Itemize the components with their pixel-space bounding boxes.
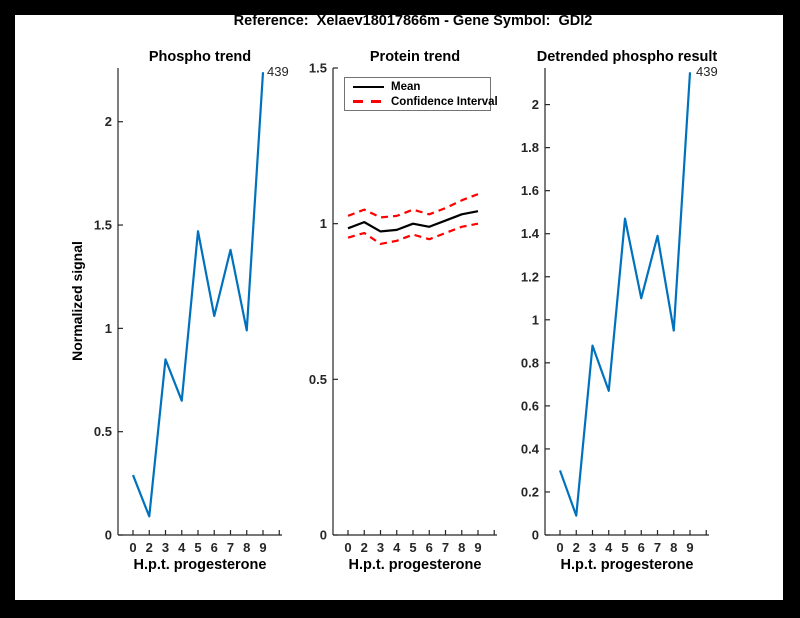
x-tick-label: 3 — [589, 540, 596, 555]
x-tick-label: 9 — [474, 540, 481, 555]
legend-label-mean: Mean — [391, 80, 421, 93]
y-tick-label: 0.6 — [521, 398, 539, 413]
detrended-phospho-signal-line — [558, 72, 692, 517]
figure-title: Reference: Xelaev18017866m - Gene Symbol… — [233, 13, 593, 29]
subplot-3: 00.20.40.60.811.21.41.61.820 2 3 4 5 6 7 8 9 — [521, 68, 709, 555]
x-tick-label: 9 — [686, 540, 693, 555]
x-tick-label: 3 — [377, 540, 384, 555]
legend-box: Mean Confidence Interval — [344, 77, 498, 111]
subplot-1: 00.511.520 2 3 4 5 6 7 8 9 — [94, 68, 282, 555]
y-tick-label: 1.5 — [94, 218, 112, 233]
y-tick-label: 1.2 — [521, 269, 539, 284]
x-tick-label: 7 — [654, 540, 661, 555]
x-tick-label: 0 — [556, 540, 563, 555]
x-tick-label: 0 — [344, 540, 351, 555]
confidence-interval-lower-line — [347, 222, 479, 246]
x-tick-label: 6 — [211, 540, 218, 555]
x-tick-label: 8 — [243, 540, 250, 555]
mean-line-sample — [353, 85, 384, 88]
x-tick-label: 8 — [670, 540, 677, 555]
x-tick-label: 4 — [605, 540, 613, 555]
x-tick-label: 4 — [178, 540, 186, 555]
subplot3-peak-annotation: 439 — [696, 64, 718, 79]
x-tick-label: 7 — [442, 540, 449, 555]
y-axis-label: Normalized signal — [69, 241, 85, 361]
y-tick-label: 1.4 — [521, 226, 540, 241]
subplot-2: 00.511.50 2 3 4 5 6 7 8 9 — [309, 61, 497, 555]
x-tick-label: 2 — [146, 540, 153, 555]
legend-label-confidence-interval: Confidence Interval — [391, 95, 498, 108]
confidence-interval-line-sample — [353, 100, 384, 103]
subplot2-title: Protein trend — [369, 49, 461, 65]
x-tick-label: 2 — [573, 540, 580, 555]
y-tick-label: 2 — [532, 97, 539, 112]
x-tick-label: 6 — [638, 540, 645, 555]
y-tick-label: 1 — [320, 216, 327, 231]
y-tick-label: 1.6 — [521, 183, 539, 198]
x-tick-label: 3 — [162, 540, 169, 555]
x-tick-label: 6 — [426, 540, 433, 555]
x-tick-label: 7 — [227, 540, 234, 555]
subplot1-title: Phospho trend — [148, 49, 252, 65]
subplot3-x-axis-label: H.p.t. progesterone — [560, 557, 694, 573]
y-tick-label: 1 — [532, 312, 539, 327]
x-tick-label: 4 — [393, 540, 401, 555]
y-tick-label: 0 — [532, 528, 539, 543]
y-tick-label: 0.5 — [94, 424, 112, 439]
y-tick-label: 1.5 — [309, 61, 327, 76]
y-tick-label: 0 — [105, 528, 112, 543]
x-tick-label: 9 — [259, 540, 266, 555]
mean-line — [347, 210, 479, 233]
y-tick-label: 0.5 — [309, 372, 327, 387]
y-tick-label: 0.8 — [521, 355, 539, 370]
x-tick-label: 5 — [621, 540, 628, 555]
y-tick-label: 2 — [105, 114, 112, 129]
y-tick-label: 0.2 — [521, 484, 539, 499]
x-tick-label: 0 — [129, 540, 136, 555]
y-tick-label: 1 — [105, 321, 112, 336]
x-tick-label: 5 — [194, 540, 201, 555]
confidence-interval-upper-line — [347, 193, 479, 219]
y-tick-label: 0.4 — [521, 441, 540, 456]
subplot3-title: Detrended phospho result — [536, 49, 718, 65]
subplot1-x-axis-label: H.p.t. progesterone — [133, 557, 267, 573]
y-tick-label: 1.8 — [521, 140, 539, 155]
y-tick-label: 0 — [320, 528, 327, 543]
legend-row-confidence-interval: Confidence Interval — [345, 95, 498, 108]
phospho-signal-line — [131, 72, 265, 518]
subplot1-peak-annotation: 439 — [267, 64, 289, 79]
legend-row-mean: Mean — [345, 80, 490, 93]
x-tick-label: 5 — [409, 540, 416, 555]
x-tick-label: 2 — [361, 540, 368, 555]
x-tick-label: 8 — [458, 540, 465, 555]
subplot2-x-axis-label: H.p.t. progesterone — [348, 557, 482, 573]
